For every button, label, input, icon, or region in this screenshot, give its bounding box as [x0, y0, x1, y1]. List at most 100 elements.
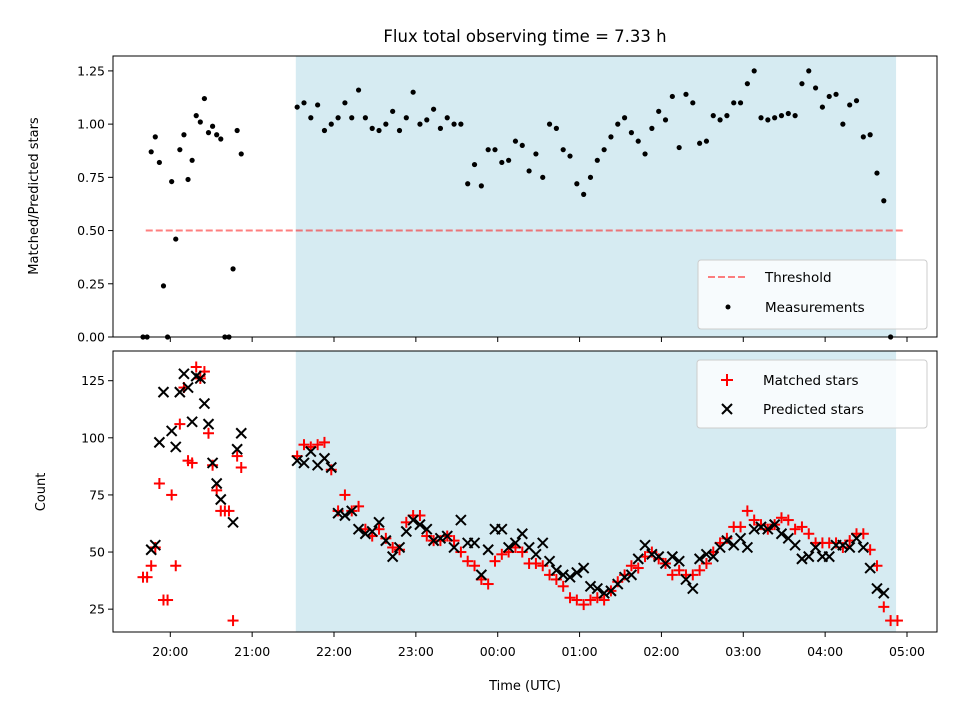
measurement-point: [703, 138, 710, 144]
predicted-point-b: [707, 550, 719, 563]
matched-point: [748, 514, 760, 526]
predicted-point: [482, 544, 494, 556]
predicted-point: [298, 457, 310, 469]
predicted-point-b: [809, 541, 822, 554]
legend-measurements-label: Measurements: [765, 300, 865, 316]
matched-point: [174, 418, 186, 430]
matched-point: [186, 457, 198, 469]
predicted-point-b: [157, 386, 170, 398]
matched-point: [153, 478, 165, 490]
predicted-point-b: [170, 441, 182, 453]
predicted-point-b: [564, 571, 576, 583]
predicted-point-b: [680, 573, 692, 586]
predicted-point: [359, 528, 372, 540]
predicted-point: [149, 539, 161, 551]
predicted-point: [441, 530, 453, 542]
measurement-point: [847, 102, 853, 108]
predicted-point-b: [346, 505, 358, 517]
predicted-point-b: [227, 516, 239, 529]
measurement-point: [526, 168, 532, 174]
predicted-point-b: [530, 548, 542, 561]
measurement-point: [676, 144, 682, 151]
matched-point: [687, 569, 699, 581]
measurement-point: [506, 157, 512, 163]
matched-point: [578, 599, 590, 611]
legend-measurements-swatch: [725, 304, 731, 310]
top-axes-frame: [112, 55, 938, 338]
predicted-point: [210, 477, 223, 490]
x-tick-label: 23:00: [398, 644, 434, 659]
measurement-point: [553, 125, 559, 131]
predicted-point-b: [768, 518, 781, 531]
x-tick-label: 22:00: [316, 644, 352, 659]
measurement-point: [819, 104, 826, 110]
predicted-point: [468, 537, 481, 549]
predicted-point: [584, 580, 597, 593]
predicted-point-b: [666, 550, 679, 563]
legend-matched-label: Matched stars: [763, 373, 859, 389]
measurement-point: [860, 134, 866, 140]
measurement-point: [806, 68, 812, 74]
measurement-point: [608, 134, 614, 140]
measurement-point: [451, 121, 457, 127]
measurement-point: [238, 151, 244, 157]
predicted-point: [325, 461, 337, 474]
predicted-point-b: [502, 541, 515, 554]
predicted-point-b: [190, 370, 202, 382]
measurement-point: [669, 93, 675, 100]
measurement-point: [662, 117, 669, 123]
measurement-point: [853, 98, 860, 104]
matched-point: [537, 560, 549, 572]
predicted-point: [202, 418, 215, 430]
top-y-tick-label: 1.00: [77, 117, 105, 132]
predicted-point: [680, 573, 692, 586]
predicted-point: [318, 452, 331, 465]
predicted-point: [789, 539, 801, 551]
predicted-point-b: [803, 550, 815, 563]
predicted-point: [843, 541, 856, 554]
predicted-point: [564, 571, 576, 583]
predicted-point: [571, 566, 583, 579]
matched-point: [455, 546, 467, 558]
bottom-y-tick-label: 75: [89, 487, 105, 502]
predicted-point: [871, 582, 883, 595]
measurement-point: [874, 170, 880, 176]
bottom-y-axis-label: Count: [34, 473, 49, 512]
predicted-point: [796, 553, 808, 565]
measurement-point: [744, 81, 750, 87]
predicted-point: [639, 539, 651, 551]
predicted-point: [182, 381, 194, 394]
measurement-point: [230, 266, 236, 272]
measurement-point: [417, 121, 423, 127]
legend-predicted-label: Predicted stars: [763, 402, 864, 418]
predicted-point-b: [359, 528, 372, 540]
predicted-point-b: [591, 582, 604, 595]
predicted-point-b: [557, 569, 569, 581]
x-tick-label: 05:00: [889, 644, 925, 659]
predicted-point: [707, 550, 719, 563]
matched-point: [857, 528, 869, 540]
predicted-point: [734, 532, 747, 545]
measurement-point: [201, 95, 208, 102]
measurement-point: [197, 119, 203, 125]
matched-point: [482, 578, 494, 590]
predicted-point-b: [325, 461, 337, 474]
bottom-x-ticks: 20:00 21:00 22:00 23:00 00:00 01:00 02:00 03:00…: [152, 632, 925, 659]
matched-point: [700, 557, 712, 569]
measurement-point: [546, 121, 553, 127]
measurement-point: [181, 132, 187, 138]
predicted-point: [231, 443, 243, 455]
measurement-point: [615, 121, 621, 127]
matched-point: [141, 571, 153, 583]
measurement-point: [169, 178, 175, 185]
predicted-point: [530, 548, 542, 561]
measurement-point: [152, 134, 158, 140]
measurement-point: [458, 121, 464, 127]
top-y-tick-label: 1.25: [77, 63, 105, 78]
matched-point: [803, 528, 815, 540]
predicted-point-b: [850, 532, 863, 545]
measurement-point: [342, 100, 348, 106]
top-x-ticks: [169, 337, 908, 342]
predicted-point: [625, 569, 638, 581]
bottom-y-tick-label: 25: [89, 602, 105, 617]
